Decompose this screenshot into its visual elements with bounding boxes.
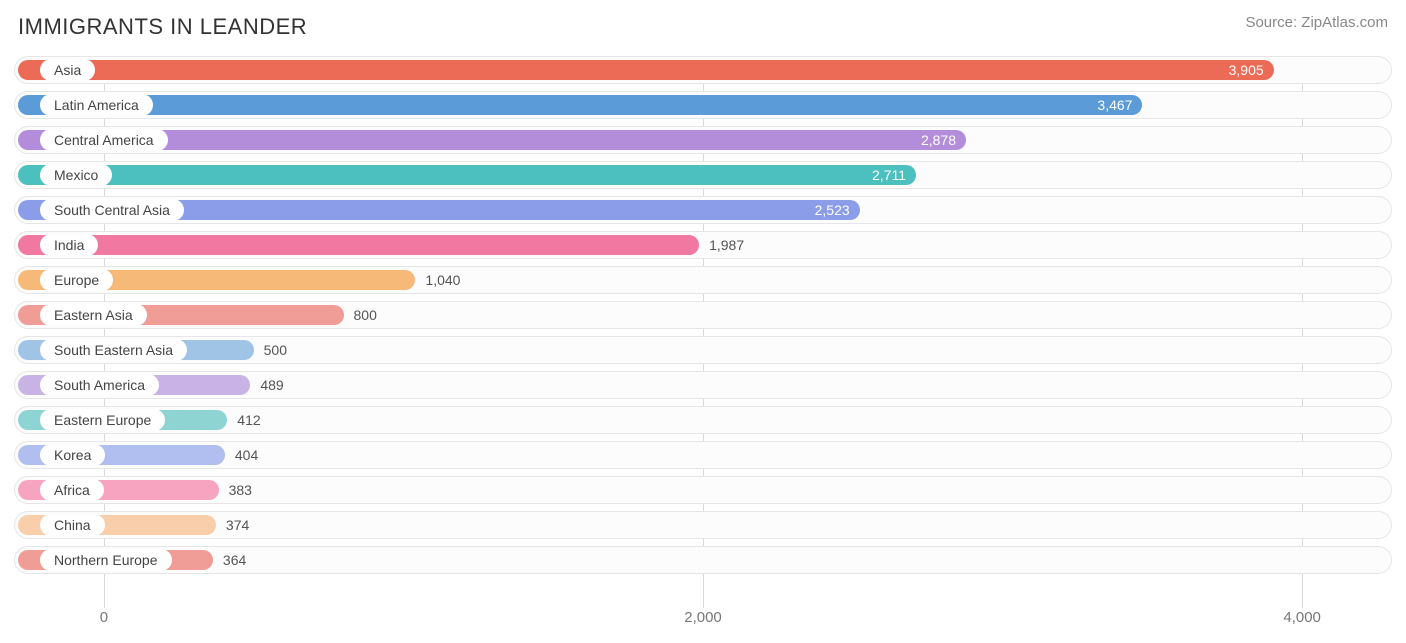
bar-value: 500 bbox=[264, 340, 287, 360]
bar-value: 489 bbox=[260, 375, 283, 395]
chart-title: IMMIGRANTS IN LEANDER bbox=[18, 14, 307, 40]
bar-label: Africa bbox=[40, 479, 104, 501]
chart-plot: Asia3,905Latin America3,467Central Ameri… bbox=[14, 56, 1392, 608]
bar-label: Northern Europe bbox=[40, 549, 172, 571]
bar-label: Eastern Asia bbox=[40, 304, 147, 326]
chart-header: IMMIGRANTS IN LEANDER Source: ZipAtlas.c… bbox=[0, 0, 1406, 48]
chart-plot-area: Asia3,905Latin America3,467Central Ameri… bbox=[14, 56, 1392, 608]
bar-value: 1,040 bbox=[425, 270, 460, 290]
bar-label: Eastern Europe bbox=[40, 409, 165, 431]
bar-track bbox=[14, 476, 1392, 504]
bar-value: 404 bbox=[235, 445, 258, 465]
bar-value: 3,905 bbox=[18, 60, 1274, 80]
bar-label: China bbox=[40, 514, 105, 536]
bar-value: 2,878 bbox=[18, 130, 966, 150]
bar-value: 2,711 bbox=[18, 165, 916, 185]
bar-track bbox=[14, 511, 1392, 539]
bar-value: 374 bbox=[226, 515, 249, 535]
x-tick-label: 2,000 bbox=[684, 609, 722, 626]
bar-value: 383 bbox=[229, 480, 252, 500]
x-tick-label: 0 bbox=[100, 609, 108, 626]
bar-value: 800 bbox=[354, 305, 377, 325]
x-tick-label: 4,000 bbox=[1283, 609, 1321, 626]
bar-value: 2,523 bbox=[18, 200, 860, 220]
bar-value: 412 bbox=[237, 410, 260, 430]
bar-label: India bbox=[40, 234, 98, 256]
bar-label: Europe bbox=[40, 269, 113, 291]
bar-label: Korea bbox=[40, 444, 105, 466]
bar-value: 3,467 bbox=[18, 95, 1142, 115]
bar-track bbox=[14, 546, 1392, 574]
bar-value: 1,987 bbox=[709, 235, 744, 255]
bar-label: South Eastern Asia bbox=[40, 339, 187, 361]
chart-source: Source: ZipAtlas.com bbox=[1245, 14, 1388, 31]
bar-label: South America bbox=[40, 374, 159, 396]
data-bar bbox=[18, 235, 699, 255]
x-axis: 0 2,000 4,000 bbox=[14, 609, 1392, 635]
bar-value: 364 bbox=[223, 550, 246, 570]
